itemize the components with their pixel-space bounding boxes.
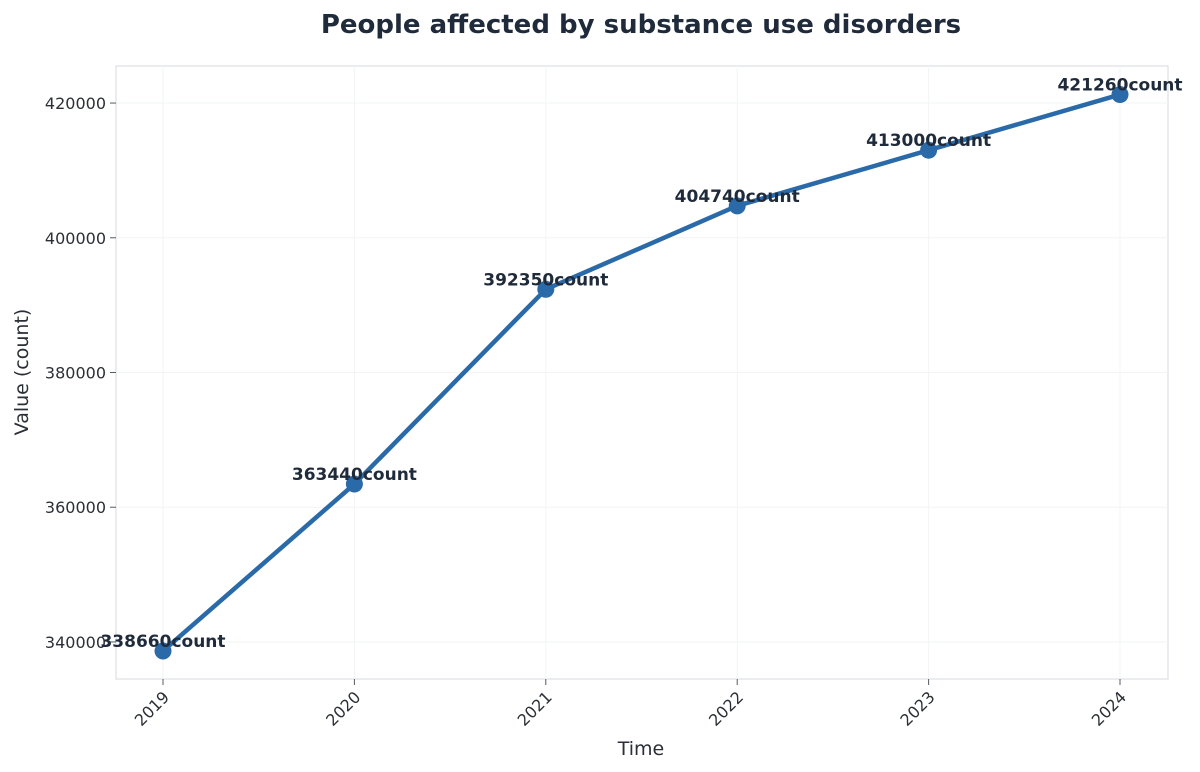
y-tick-label: 380000 [45,364,106,383]
chart-title: People affected by substance use disorde… [321,10,961,40]
data-points [154,86,1129,660]
x-tick-label: 2019 [131,688,173,730]
data-point [1111,86,1129,104]
data-point [537,280,555,298]
data-label: 421260count [1057,76,1182,96]
x-tick-label: 2024 [1088,688,1130,730]
y-tick-label: 420000 [45,94,106,113]
data-point [154,642,172,660]
x-tick-label: 2022 [705,688,747,730]
data-point [920,141,938,159]
series-line [160,92,1123,654]
data-labels: 338660count 363440count 392350count 404740c… [100,76,1182,652]
x-axis-label: Time [617,738,665,760]
data-point [728,197,746,215]
x-tick-label: 2020 [322,688,364,730]
y-tick-label: 360000 [45,498,106,517]
y-tick-label: 340000 [45,633,106,652]
data-label: 392350count [483,270,608,290]
x-tick-label: 2021 [514,688,556,730]
y-axis-label: Value (count) [11,309,33,436]
y-tick-label: 400000 [45,229,106,248]
data-label: 363440count [292,465,417,485]
data-label: 338660count [100,632,225,652]
data-label: 413000count [866,131,991,151]
data-label: 404740count [675,187,800,207]
grid [116,66,1168,679]
x-tick-label: 2023 [896,688,938,730]
data-point [345,475,363,493]
